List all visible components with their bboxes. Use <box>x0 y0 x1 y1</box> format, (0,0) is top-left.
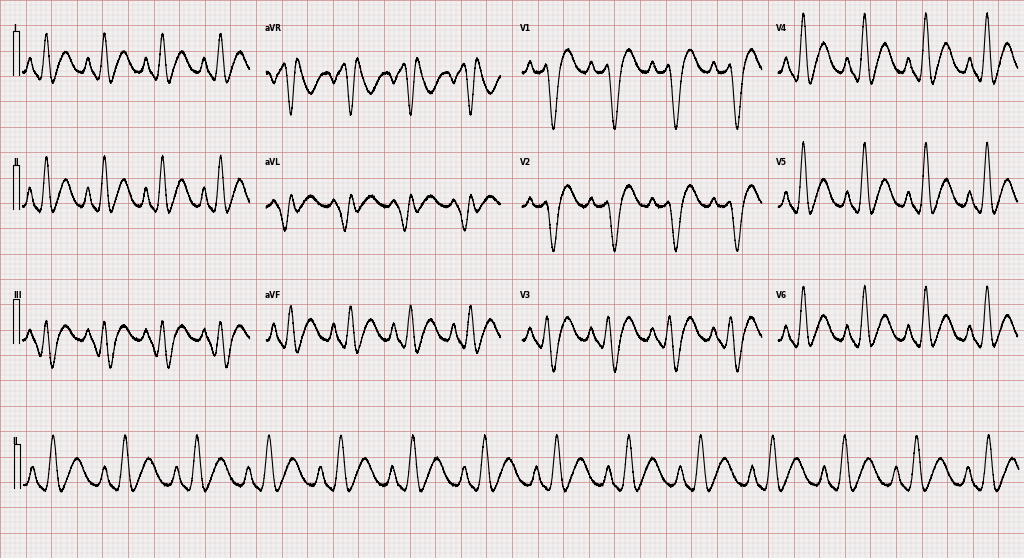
Text: V6: V6 <box>776 291 787 300</box>
Text: V3: V3 <box>520 291 531 300</box>
Text: I: I <box>13 23 16 33</box>
Text: aVR: aVR <box>264 23 282 33</box>
Text: III: III <box>13 291 22 300</box>
Text: aVF: aVF <box>264 291 281 300</box>
Text: aVL: aVL <box>264 157 281 166</box>
Text: V5: V5 <box>776 157 787 166</box>
Text: II: II <box>13 157 19 166</box>
Text: V1: V1 <box>520 23 531 33</box>
Text: V2: V2 <box>520 157 531 166</box>
Text: V4: V4 <box>776 23 787 33</box>
Text: II: II <box>12 436 18 445</box>
